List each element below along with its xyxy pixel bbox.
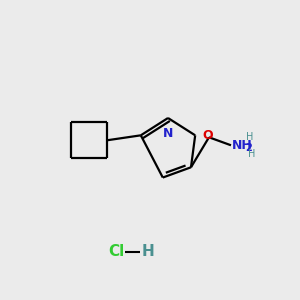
Text: NH: NH bbox=[232, 139, 253, 152]
Text: H: H bbox=[142, 244, 155, 260]
Text: H: H bbox=[248, 149, 256, 159]
Text: O: O bbox=[202, 129, 213, 142]
Text: H: H bbox=[246, 132, 254, 142]
Text: Cl: Cl bbox=[108, 244, 124, 260]
Text: N: N bbox=[163, 127, 173, 140]
Text: 2: 2 bbox=[245, 143, 252, 153]
